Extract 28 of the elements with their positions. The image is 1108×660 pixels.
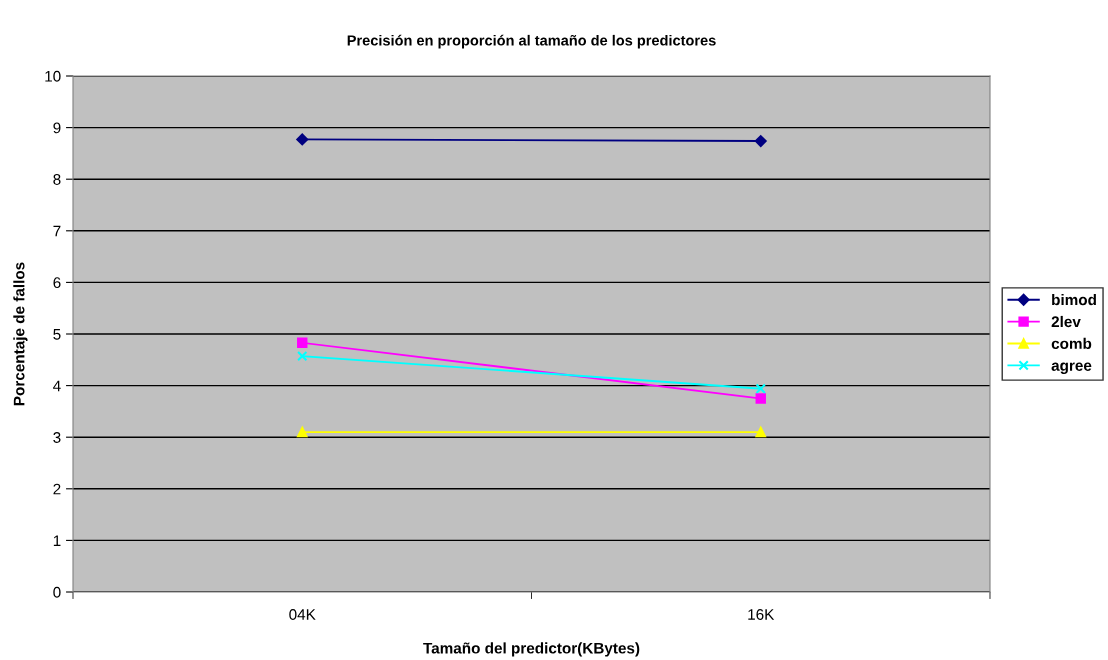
- point: [296, 133, 309, 146]
- y-tick-label: 3: [53, 432, 61, 443]
- legend-label: 2lev: [1051, 315, 1081, 328]
- y-tick-label: 9: [53, 122, 61, 134]
- point: [755, 383, 766, 394]
- x-tick-label: 04K: [289, 609, 316, 620]
- chart-title: Precisión en proporción al tamaño de los predictores: [347, 34, 716, 49]
- y-axis-title: Porcentaje de fallos: [13, 262, 28, 406]
- y-tick-label: 7: [53, 225, 61, 237]
- y-tick-label: 4: [53, 380, 61, 392]
- legend-label: agree: [1051, 362, 1092, 374]
- y-tick-label: 10: [45, 70, 61, 82]
- point: [754, 135, 767, 147]
- y-tick-label: 8: [53, 174, 61, 185]
- y-tick-label: 6: [53, 277, 61, 289]
- point: [297, 350, 308, 362]
- legend-label: bimod: [1052, 294, 1096, 306]
- y-tick-label: 5: [53, 329, 61, 340]
- point: [755, 426, 766, 438]
- x-tick-label: 16K: [748, 609, 775, 620]
- point: [755, 393, 766, 404]
- x-axis-title: Tamaño del predictor(KBytes): [423, 642, 640, 657]
- y-tick-label: 1: [53, 535, 61, 546]
- point: [297, 337, 308, 348]
- point: [297, 426, 308, 438]
- legend-label: comb: [1051, 337, 1092, 350]
- y-tick-label: 0: [53, 586, 61, 598]
- y-tick-label: 2: [53, 483, 61, 495]
